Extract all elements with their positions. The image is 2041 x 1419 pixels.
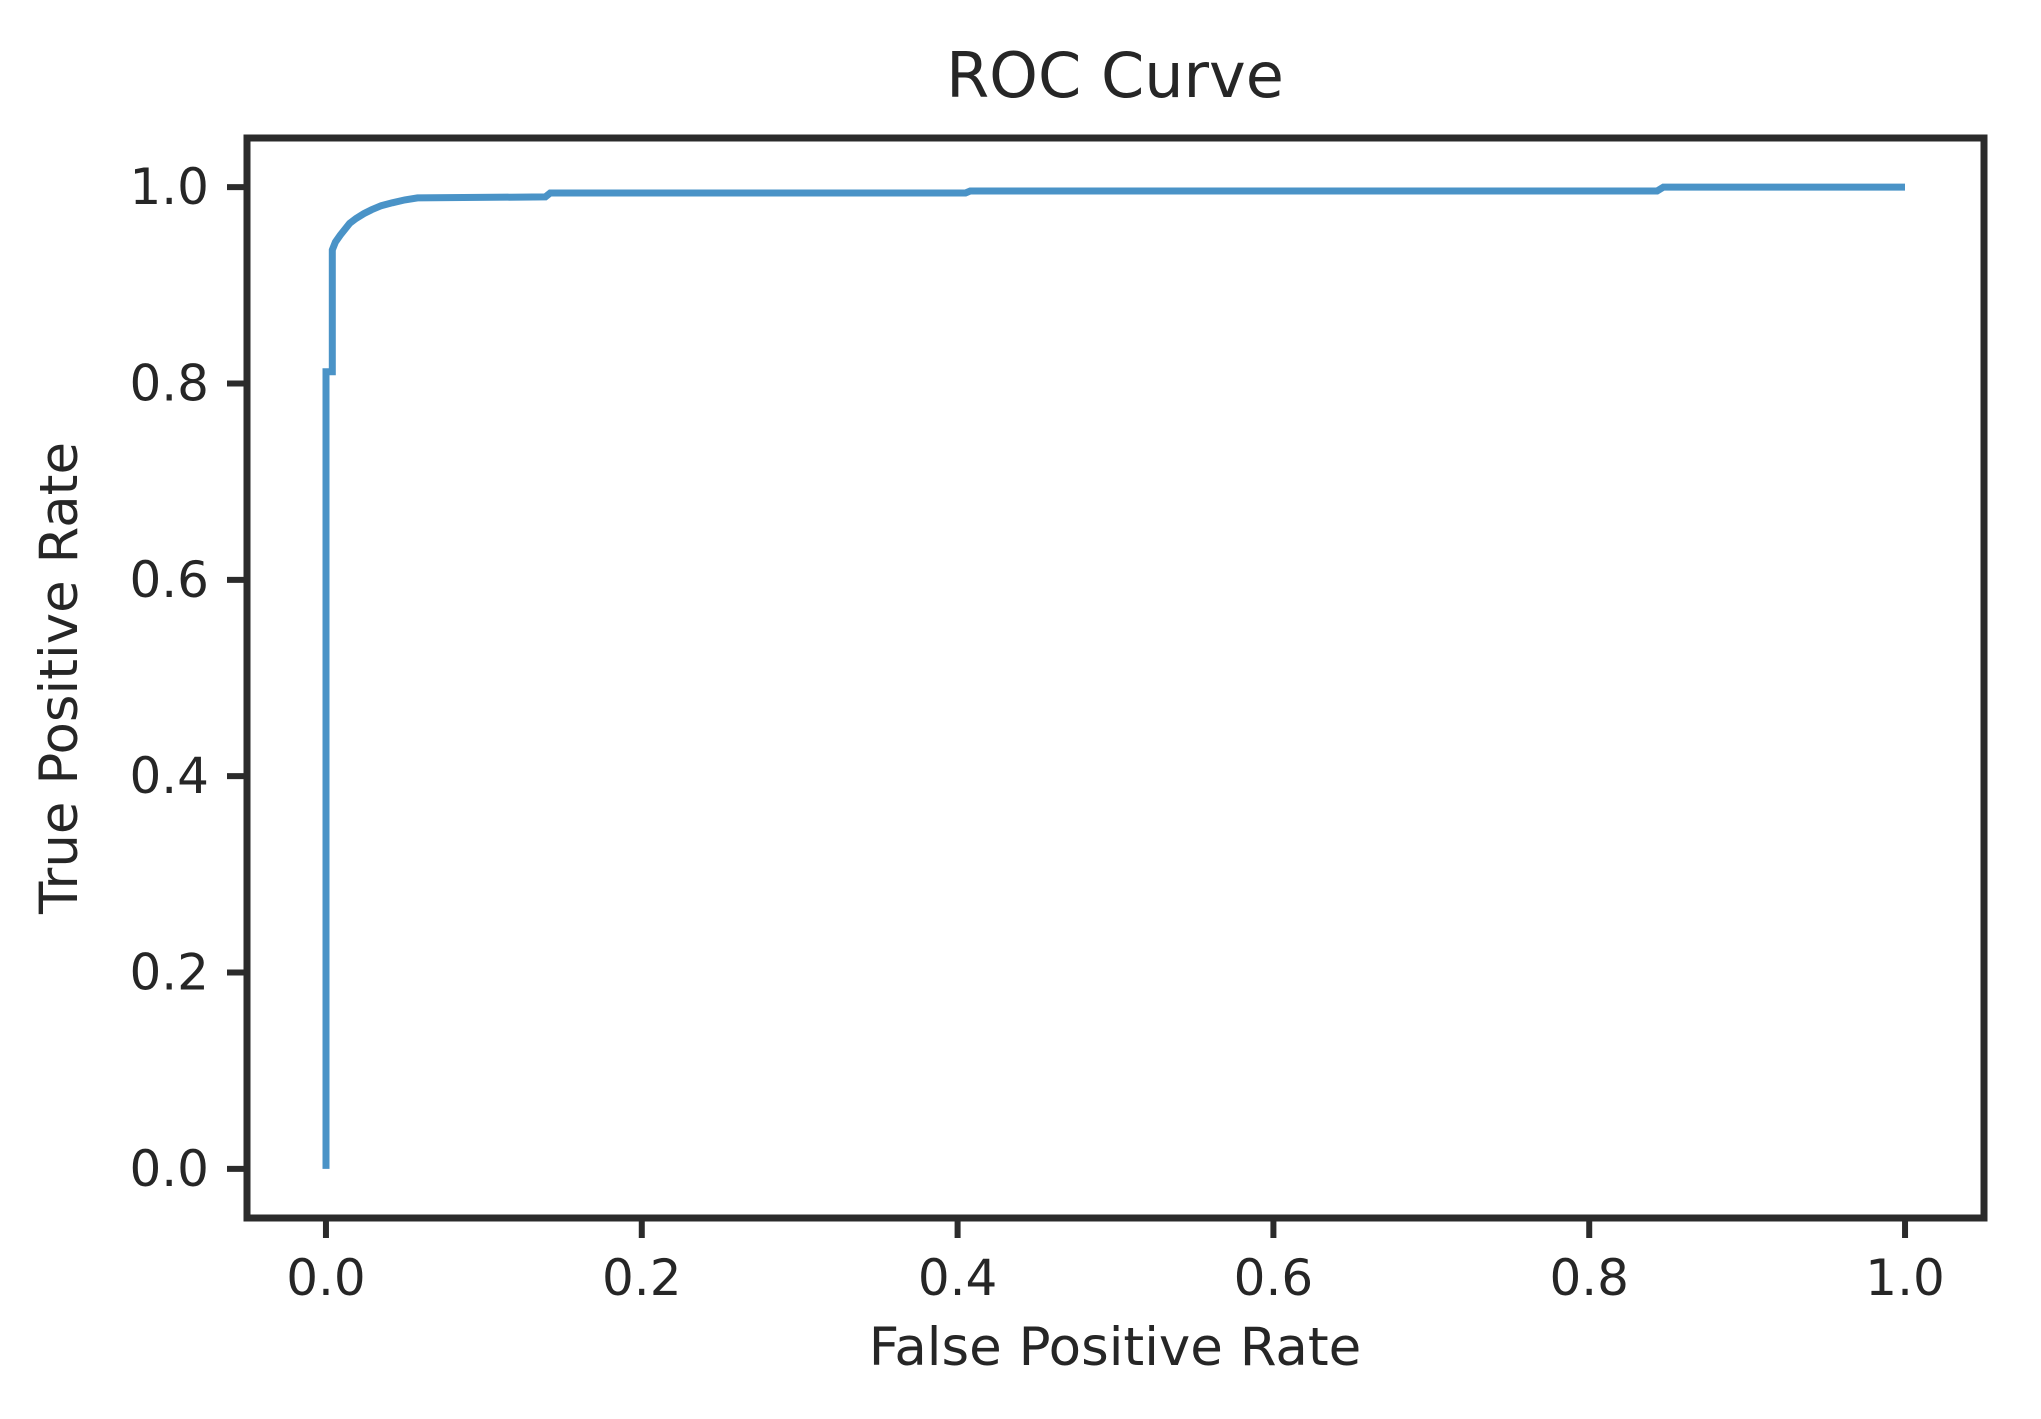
y-tick-label: 0.6 [129,551,209,609]
plot-area [247,138,1984,1218]
y-tick-label: 0.8 [129,354,209,412]
axis-ticks: 0.0 0.2 0.4 0.6 0.8 1.0 0.0 0.2 0.4 0.6 0.8 1.0 [129,158,1944,1307]
y-tick-label: 1.0 [129,158,209,216]
y-tick-label: 0.0 [129,1140,209,1198]
roc-curve-line [322,183,1905,1169]
chart-title: ROC Curve [946,39,1284,112]
y-tick-label: 0.4 [129,747,209,805]
y-axis-label: True Positive Rate [29,442,90,915]
x-tick-label: 0.4 [918,1249,998,1307]
roc-curve-layer [322,183,1905,1169]
x-tick-label: 0.0 [286,1249,366,1307]
x-tick-label: 1.0 [1865,1249,1945,1307]
plot-spines [243,134,1988,1222]
x-tick-label: 0.8 [1549,1249,1629,1307]
x-tick-label: 0.6 [1234,1249,1314,1307]
x-axis-label: False Positive Rate [869,1317,1362,1378]
y-tick-label: 0.2 [129,944,209,1002]
x-tick-label: 0.2 [602,1249,682,1307]
